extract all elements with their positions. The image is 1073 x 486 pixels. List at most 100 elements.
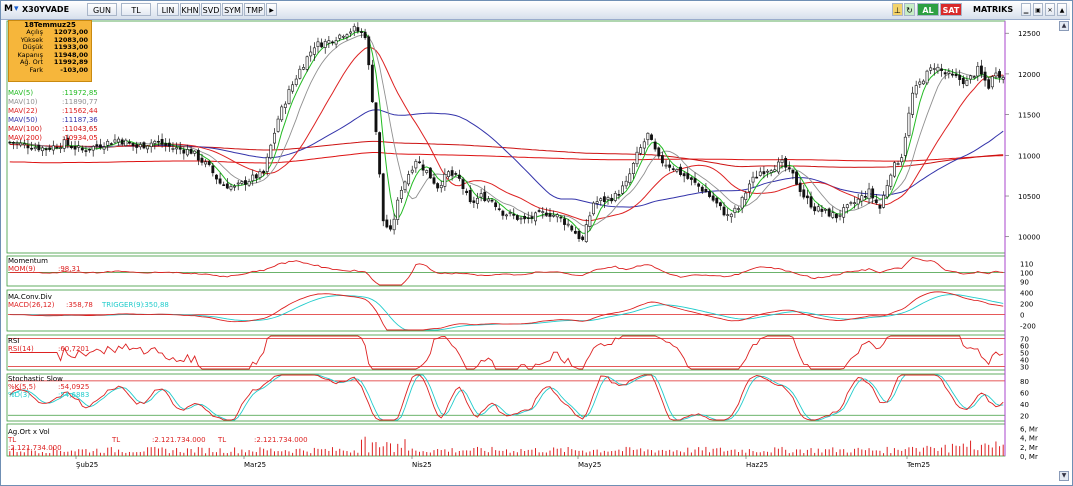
candle: [30, 147, 33, 150]
candle: [646, 132, 650, 141]
candle: [983, 71, 987, 81]
khn-button[interactable]: KHN: [180, 3, 200, 16]
stoch-d-line: [9, 374, 1004, 421]
candle: [182, 149, 186, 154]
candle: [178, 147, 182, 150]
candle: [882, 195, 885, 208]
candle: [530, 216, 534, 219]
y-tick-label: 10500: [1018, 193, 1040, 201]
candle: [106, 140, 110, 146]
volume-legend: TL:2.121.734.000 TL TL:2.121.734.000: [8, 436, 308, 444]
currency-button[interactable]: TL: [121, 3, 151, 16]
candle: [791, 169, 795, 174]
candle: [508, 212, 512, 214]
y-tick-label: 11500: [1018, 112, 1040, 120]
x-tick-label: Şub25: [76, 461, 98, 469]
candle: [189, 148, 193, 154]
caret-icon[interactable]: ▶: [266, 3, 277, 16]
y-tick-label: 60: [1020, 389, 1029, 397]
rsi-title: RSI: [8, 337, 20, 345]
candle: [472, 200, 476, 203]
candle: [149, 142, 153, 147]
candle: [461, 179, 465, 189]
candle: [334, 40, 338, 45]
period-button[interactable]: GUN: [87, 3, 117, 16]
candle: [653, 141, 657, 150]
sell-button[interactable]: SAT: [940, 3, 962, 16]
candle: [273, 132, 276, 144]
restore-icon[interactable]: ▣: [1033, 3, 1043, 16]
candle: [447, 171, 450, 177]
scroll-down-button[interactable]: ▼: [1059, 471, 1069, 481]
candle: [925, 70, 929, 84]
y-tick-label: 50: [1020, 350, 1029, 358]
close-icon[interactable]: ✕: [1045, 3, 1055, 16]
mav-label: MAV(22): [8, 107, 38, 115]
candle: [990, 76, 994, 88]
candle: [26, 145, 30, 149]
scroll-up-button[interactable]: ▲: [1059, 21, 1069, 31]
info-row: Açılış 12073,00: [9, 28, 91, 37]
minimize-icon[interactable]: ▁: [1021, 3, 1031, 16]
rsi-legend: RSI(14):60,7201: [8, 345, 89, 353]
volume-line3-label: TL: [218, 436, 227, 444]
candle: [940, 68, 943, 71]
candle: [552, 214, 556, 217]
candle: [820, 208, 824, 212]
candle: [980, 65, 983, 75]
info-value: 11992,89: [53, 58, 88, 66]
tmp-button[interactable]: TMP: [244, 3, 265, 16]
candle: [951, 73, 954, 76]
candle: [84, 150, 88, 152]
svd-button[interactable]: SVD: [201, 3, 221, 16]
symbol-field[interactable]: X30YVADE: [22, 5, 70, 14]
candle: [621, 185, 624, 194]
menu-button[interactable]: M: [4, 4, 13, 14]
candle: [62, 139, 66, 149]
candle: [958, 74, 962, 80]
info-box: 18Temmuz25 Açılış 12073,00 Yüksek 12083,00…: [8, 20, 92, 82]
sym-button[interactable]: SYM: [222, 3, 243, 16]
y-tick-label: 80: [1020, 378, 1029, 386]
candle: [523, 215, 527, 220]
momentum-legend: MOM(9) :98,31: [8, 265, 80, 273]
candle: [501, 210, 505, 216]
stoch-k-value: :54,0925: [58, 383, 90, 391]
buy-button[interactable]: AL: [917, 3, 939, 16]
candle: [664, 164, 668, 167]
candle: [302, 67, 305, 70]
scroll-up-icon[interactable]: ▲: [1057, 3, 1067, 16]
candle: [769, 170, 773, 173]
candle: [780, 159, 784, 163]
candle: [128, 141, 131, 144]
candle: [418, 161, 421, 164]
candle: [679, 166, 682, 175]
candle: [378, 132, 382, 175]
candle: [70, 146, 73, 149]
candle: [631, 163, 635, 174]
candle: [164, 143, 168, 146]
candle: [345, 34, 349, 38]
dropdown-icon[interactable]: ▾: [14, 4, 19, 14]
candle: [12, 142, 15, 144]
stoch-d-legend: %D(3):54,6883: [8, 391, 89, 399]
candle: [755, 176, 759, 179]
info-row: Kapanış 11948,00: [9, 51, 91, 60]
candle: [976, 65, 980, 77]
pin-icon[interactable]: ⊥: [892, 3, 903, 16]
info-value: -103,00: [60, 65, 88, 74]
candle: [718, 202, 722, 207]
candle: [787, 167, 791, 169]
refresh-icon[interactable]: ↻: [904, 3, 915, 16]
scale-button[interactable]: LIN: [157, 3, 179, 16]
candle: [613, 193, 617, 201]
candle: [628, 173, 632, 184]
candle: [120, 139, 124, 145]
candle: [845, 204, 849, 209]
candle: [617, 194, 621, 196]
momentum-line: [9, 256, 1004, 286]
info-value: 12083,00: [53, 35, 88, 44]
candle: [142, 142, 146, 149]
candle: [167, 142, 171, 147]
